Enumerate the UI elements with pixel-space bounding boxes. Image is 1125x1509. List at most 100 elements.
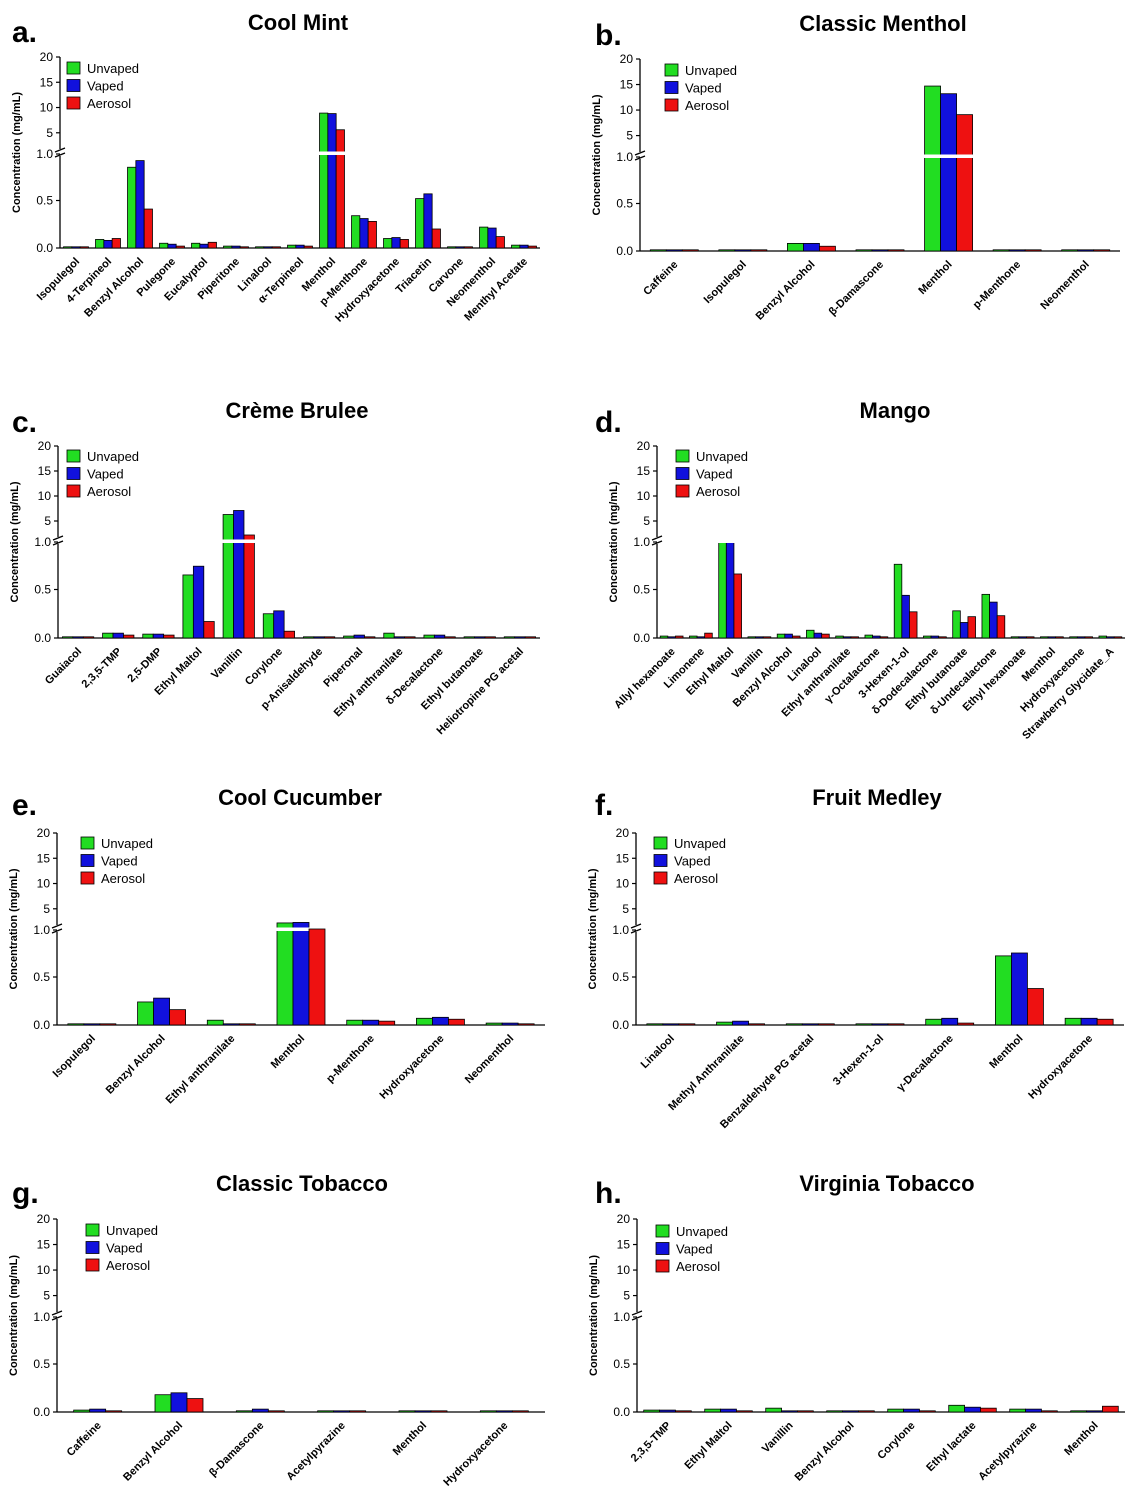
- panel-letter: f.: [595, 789, 613, 822]
- x-tick-label: Neomenthol: [463, 1033, 516, 1086]
- bar-unvaped: [992, 249, 1010, 252]
- panel-title: Classic Menthol: [799, 11, 966, 36]
- legend-swatch-vaped: [655, 1242, 670, 1255]
- legend-swatch-unvaped: [655, 1224, 670, 1238]
- bar-unvaped: [981, 593, 990, 639]
- legend-swatch-vaped: [66, 467, 81, 480]
- x-tick-label: p-Menthone: [971, 259, 1024, 312]
- x-tick-label: Triacetin: [394, 255, 435, 296]
- bar-vaped: [292, 922, 310, 1026]
- y-tick-label: 15: [617, 1238, 631, 1252]
- y-tick-label: 5: [43, 902, 50, 916]
- axis-break-mark: [630, 923, 642, 929]
- legend-label: Vaped: [87, 467, 124, 482]
- y-tick-label: 0.5: [34, 583, 51, 597]
- bar-break-gap: [717, 539, 728, 543]
- y-tick-label: 1.0: [33, 1310, 50, 1324]
- bar-aerosol: [980, 1407, 997, 1413]
- bar-vaped: [842, 636, 852, 639]
- bar-aerosol: [1026, 636, 1035, 639]
- bar-vaped: [667, 636, 676, 639]
- bar-unvaped: [73, 1409, 91, 1413]
- bar-vaped: [696, 636, 706, 639]
- x-tick-label: Isopulegol: [702, 259, 749, 306]
- legend-swatch-aerosol: [675, 484, 690, 498]
- bar-aerosol: [367, 220, 377, 249]
- bar-unvaped: [415, 198, 425, 249]
- bar-break-gap: [318, 151, 329, 155]
- bar-aerosol: [243, 534, 255, 639]
- bar-break-gap: [326, 151, 338, 155]
- panel-title: Mango: [860, 398, 931, 423]
- y-tick-label: 0.5: [612, 970, 629, 984]
- bar-aerosol: [858, 1410, 875, 1413]
- bar-vaped: [871, 1023, 889, 1026]
- bar-aerosol: [1024, 249, 1042, 252]
- x-tick-label: Benzyl Alcohol: [754, 259, 818, 323]
- bar-aerosol: [484, 636, 496, 639]
- y-tick-label: 1.0: [613, 1310, 630, 1324]
- y-tick-label: 15: [620, 78, 634, 92]
- legend-label: Unvaped: [685, 63, 737, 78]
- bar-unvaped: [383, 238, 393, 249]
- legend-label: Vaped: [101, 854, 138, 869]
- y-tick-label: 15: [38, 464, 52, 478]
- chart-panel-h: Virginia Tobacco h. 0.0 0.5 1.0 5 10 15 20 Concen…: [588, 1171, 1125, 1484]
- bar-vaped: [333, 1410, 351, 1413]
- legend-swatch-aerosol: [85, 1258, 100, 1272]
- y-tick-label: 0.0: [36, 241, 53, 255]
- bar-unvaped: [887, 1408, 904, 1413]
- bar-vaped: [103, 239, 113, 249]
- axis-break-mark: [51, 928, 63, 934]
- y-axis-label: Concentration (mg/mL): [587, 868, 599, 989]
- y-tick-label: 10: [37, 877, 51, 891]
- bar-vaped: [153, 997, 170, 1026]
- bar-unvaped: [924, 85, 941, 252]
- legend-label: Unvaped: [676, 1224, 728, 1239]
- bar-vaped: [1086, 1410, 1103, 1413]
- x-tick-label: Neomenthol: [1038, 259, 1091, 312]
- y-tick-label: 20: [637, 439, 651, 453]
- y-tick-label: 5: [44, 514, 51, 528]
- x-tick-label: Corylone: [243, 646, 285, 688]
- bar-aerosol: [681, 249, 699, 252]
- bar-unvaped: [995, 955, 1012, 1026]
- legend-label: Aerosol: [87, 96, 131, 111]
- bar-unvaped: [776, 633, 786, 639]
- bar-unvaped: [485, 1022, 503, 1026]
- bar-unvaped: [826, 1410, 843, 1413]
- axis-break-mark: [631, 1315, 643, 1321]
- x-tick-label: Acetylpyrazine: [284, 1420, 347, 1483]
- legend-swatch-unvaped: [85, 1223, 100, 1237]
- legend-swatch-vaped: [664, 81, 679, 94]
- y-tick-label: 0.0: [612, 1018, 629, 1032]
- bar-break-gap: [292, 927, 310, 931]
- bar-unvaped: [479, 226, 489, 249]
- x-tick-label: β-Damascone: [827, 259, 886, 318]
- bar-vaped: [170, 1392, 188, 1413]
- y-tick-label: 5: [626, 129, 633, 143]
- bar-vaped: [251, 1408, 269, 1413]
- bar-aerosol: [303, 245, 313, 249]
- bar-vaped: [112, 632, 124, 639]
- bar-aerosol: [430, 1410, 448, 1413]
- x-tick-label: 2,3,5-TMP: [629, 1420, 674, 1465]
- y-tick-label: 1.0: [612, 923, 629, 937]
- bar-unvaped: [398, 1410, 416, 1413]
- bar-vaped: [135, 160, 145, 249]
- legend-label: Unvaped: [674, 836, 726, 851]
- bar-break-gap: [955, 154, 974, 158]
- legend-swatch-unvaped: [66, 449, 81, 463]
- bar-unvaped: [806, 629, 815, 639]
- axis-break-mark: [54, 147, 66, 153]
- y-tick-label: 10: [637, 489, 651, 503]
- bar-unvaped: [1070, 1410, 1087, 1413]
- y-tick-label: 20: [37, 826, 51, 840]
- legend-label: Aerosol: [685, 98, 729, 113]
- bar-aerosol: [175, 245, 185, 249]
- panel-title: Crème Brulee: [225, 398, 368, 423]
- legend-label: Aerosol: [101, 871, 145, 886]
- bar-unvaped: [765, 1407, 782, 1413]
- y-tick-label: 15: [616, 851, 630, 865]
- bar-vaped: [231, 245, 241, 249]
